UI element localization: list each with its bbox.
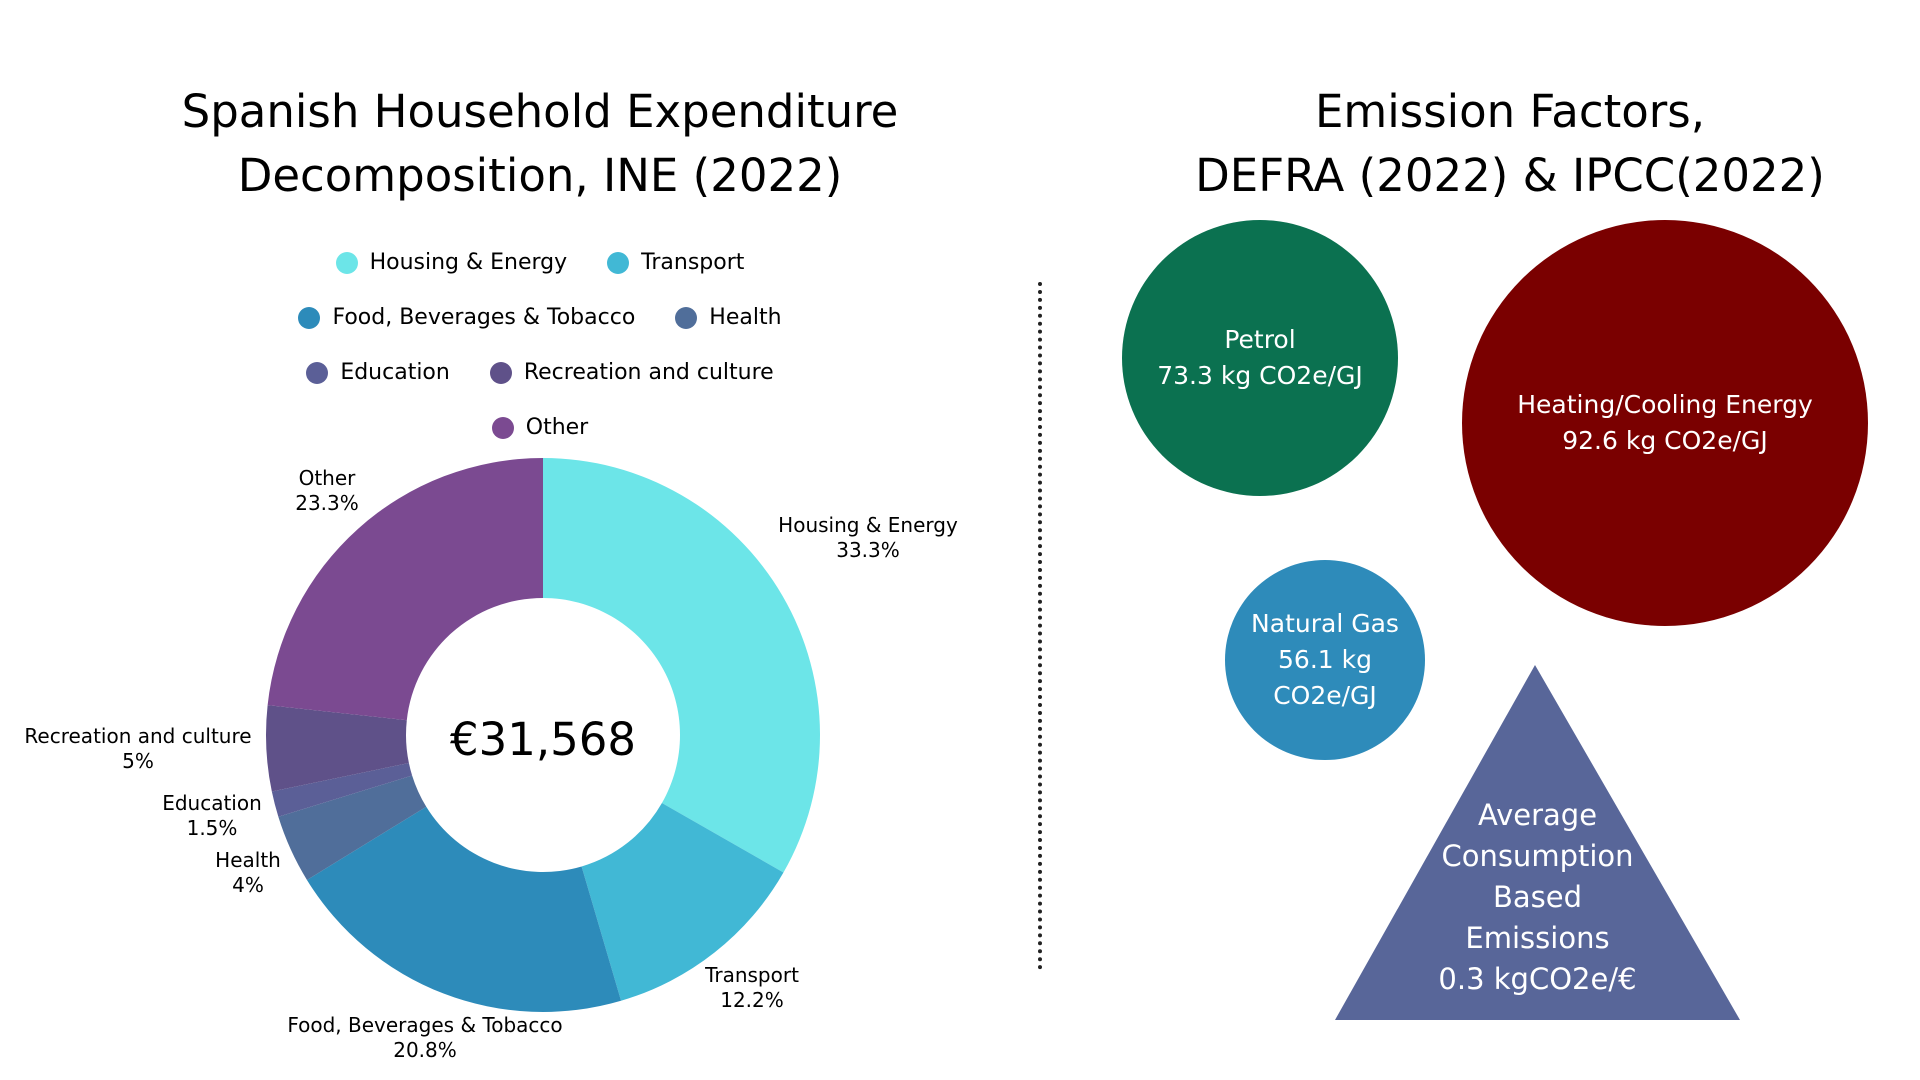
average-emissions-triangle: Average Consumption Based Emissions 0.3 … [1335,665,1740,1020]
slice-label-category: Health [215,848,281,872]
petrol-emission-bubble: Petrol 73.3 kg CO2e/GJ [1122,220,1398,496]
donut-slice-recreation-and-culture [266,705,409,792]
legend-item-housing-energy: Housing & Energy [335,250,568,275]
slice-label-category: Housing & Energy [778,513,958,537]
legend-swatch [607,251,630,274]
legend-swatch [489,361,512,384]
donut-slices [266,458,820,1012]
legend-label: Health [709,305,782,330]
legend-label: Recreation and culture [523,360,774,385]
slice-label-value: 20.8% [393,1038,457,1062]
donut-center-total: €31,568 [450,713,636,766]
legend-swatch [306,361,329,384]
triangle-line-3: Based [1492,880,1583,914]
legend-item-other: Other [491,415,589,440]
slice-label-value: 4% [232,873,264,897]
triangle-line-2: Consumption [1441,839,1634,873]
legend-label: Food, Beverages & Tobacco [332,305,636,330]
triangle-line-4: Emissions [1465,921,1610,955]
legend-label: Education [340,360,450,385]
donut-slice-food-beverages-tobacco [306,806,622,1012]
section-divider [1038,282,1042,970]
triangle-fill [1335,665,1740,1020]
slice-label-category: Other [299,466,357,490]
bubble-name: Petrol [1224,325,1296,354]
donut-slice-housing-energy [543,458,820,873]
triangle-shape [1335,665,1740,1020]
bubble-name: Heating/Cooling Energy [1517,390,1813,419]
average-emissions-text: Average Consumption Based Emissions 0.3 … [1335,795,1740,1000]
title-line-1: Spanish Household Expenditure [181,85,899,138]
legend-row: Education Recreation and culture [280,345,800,400]
title-line-1: Emission Factors, [1314,85,1705,138]
heating-cooling-emission-bubble: Heating/Cooling Energy 92.6 kg CO2e/GJ [1462,220,1868,626]
legend-item-health: Health [675,305,782,330]
slice-label-value: 12.2% [720,988,784,1012]
bubble-value: 73.3 kg CO2e/GJ [1157,361,1363,390]
legend-row: Other [280,400,800,455]
legend-item-transport: Transport [607,250,744,275]
chart-legend: Housing & Energy Transport Food, Beverag… [280,235,800,455]
bubble-value: 92.6 kg CO2e/GJ [1562,426,1768,455]
title-line-2: DEFRA (2022) & IPCC(2022) [1195,149,1825,202]
slice-label-category: Education [162,791,262,815]
legend-swatch [298,306,321,329]
donut-slice-transport [581,803,784,1001]
legend-label: Other [525,415,589,440]
bubble-value-line-2: CO2e/GJ [1273,681,1377,710]
legend-item-food: Food, Beverages & Tobacco [298,305,635,330]
donut-slice-education [271,762,413,817]
donut-slice-health [278,775,427,880]
legend-swatch [491,416,514,439]
emission-factors-title: Emission Factors, DEFRA (2022) & IPCC(20… [1140,80,1880,208]
slice-label-value: 5% [122,749,154,773]
legend-label: Transport [641,250,745,275]
legend-row: Food, Beverages & Tobacco Health [280,290,800,345]
slice-label-value: 23.3% [295,491,359,515]
legend-row: Housing & Energy Transport [280,235,800,290]
donut-slice-other [267,458,543,721]
slice-label-category: Recreation and culture [24,724,251,748]
legend-item-recreation: Recreation and culture [489,360,774,385]
title-line-2: Decomposition, INE (2022) [237,149,843,202]
legend-swatch [335,251,358,274]
bubble-name: Natural Gas [1251,609,1399,638]
triangle-line-1: Average [1477,798,1598,832]
legend-item-education: Education [306,360,450,385]
slice-label-value: 1.5% [187,816,238,840]
bubble-value-line-1: 56.1 kg [1278,645,1372,674]
triangle-line-5: 0.3 kgCO2e/€ [1438,962,1637,996]
natural-gas-emission-bubble: Natural Gas 56.1 kg CO2e/GJ [1225,560,1425,760]
legend-label: Housing & Energy [369,250,568,275]
slice-label-value: 33.3% [836,538,900,562]
legend-swatch [675,306,698,329]
slice-label-category: Transport [704,963,799,987]
expenditure-chart-title: Spanish Household Expenditure Decomposit… [100,80,980,208]
slice-label-category: Food, Beverages & Tobacco [287,1013,562,1037]
